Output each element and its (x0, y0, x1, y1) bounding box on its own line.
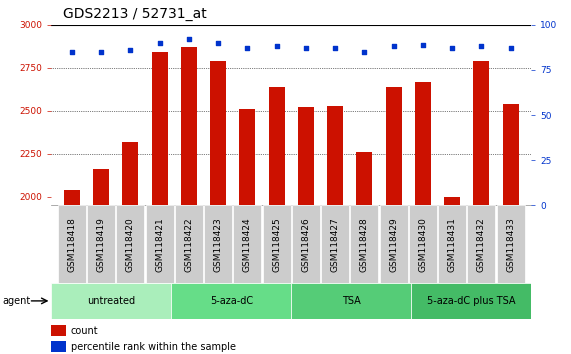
Point (67, 49, 77, 55)
Bar (175, 205, 203, 283)
Point (331, 45, 340, 51)
Text: GSM118427: GSM118427 (331, 217, 340, 272)
Text: TSA: TSA (342, 296, 360, 306)
Bar (64, 190, 80, 205)
Point (126, 47, 135, 53)
Bar (385, 87, 401, 205)
Text: GSM118430: GSM118430 (419, 217, 427, 272)
Bar (411, 283, 531, 319)
Text: GSM118429: GSM118429 (389, 217, 398, 272)
Point (301, 45, 311, 51)
Bar (291, 283, 411, 319)
Text: GDS2213 / 52731_at: GDS2213 / 52731_at (63, 7, 207, 21)
Bar (210, 61, 226, 205)
Bar (51, 341, 66, 353)
Text: GSM118419: GSM118419 (96, 217, 106, 272)
Bar (51, 325, 66, 336)
Text: 5-aza-dC plus TSA: 5-aza-dC plus TSA (427, 296, 515, 306)
Bar (502, 104, 518, 205)
Bar (497, 205, 525, 283)
Bar (380, 205, 408, 283)
Text: percentile rank within the sample: percentile rank within the sample (71, 342, 236, 352)
Point (360, 49, 369, 55)
Bar (239, 109, 255, 205)
Text: count: count (71, 326, 98, 336)
Point (184, 36, 194, 42)
Text: GSM118431: GSM118431 (448, 217, 457, 272)
Bar (234, 205, 262, 283)
Point (272, 44, 281, 49)
Text: GSM118428: GSM118428 (360, 217, 369, 272)
Bar (298, 107, 314, 205)
Text: GSM118421: GSM118421 (155, 217, 164, 272)
Text: agent: agent (3, 296, 31, 306)
Text: GSM118420: GSM118420 (126, 217, 135, 272)
Bar (350, 205, 379, 283)
Bar (321, 205, 349, 283)
Point (243, 45, 252, 51)
Bar (122, 142, 138, 205)
Bar (438, 205, 466, 283)
Bar (268, 87, 284, 205)
Text: GSM118422: GSM118422 (184, 217, 194, 272)
Bar (204, 205, 232, 283)
Bar (327, 105, 343, 205)
Bar (58, 205, 86, 283)
Bar (263, 205, 291, 283)
Text: GSM118426: GSM118426 (301, 217, 310, 272)
Bar (116, 205, 144, 283)
Text: GSM118418: GSM118418 (67, 217, 77, 272)
Point (506, 45, 515, 51)
Point (418, 42, 427, 47)
Point (214, 40, 223, 46)
Bar (356, 152, 372, 205)
Bar (171, 283, 291, 319)
Point (389, 44, 398, 49)
Text: untreated: untreated (87, 296, 135, 306)
Point (155, 40, 164, 46)
Text: GSM118423: GSM118423 (214, 217, 223, 272)
Point (477, 44, 486, 49)
Point (96, 49, 106, 55)
Text: GSM118433: GSM118433 (506, 217, 515, 272)
Bar (181, 47, 197, 205)
Bar (292, 205, 320, 283)
Bar (151, 52, 168, 205)
Bar (467, 205, 496, 283)
Text: GSM118432: GSM118432 (477, 217, 486, 272)
Text: 5-aza-dC: 5-aza-dC (210, 296, 253, 306)
Point (448, 45, 457, 51)
Bar (409, 205, 437, 283)
Bar (51, 283, 171, 319)
Bar (93, 169, 109, 205)
Text: GSM118424: GSM118424 (243, 217, 252, 272)
Bar (415, 81, 431, 205)
Bar (87, 205, 115, 283)
Bar (444, 197, 460, 205)
Bar (146, 205, 174, 283)
Bar (473, 61, 489, 205)
Text: GSM118425: GSM118425 (272, 217, 281, 272)
